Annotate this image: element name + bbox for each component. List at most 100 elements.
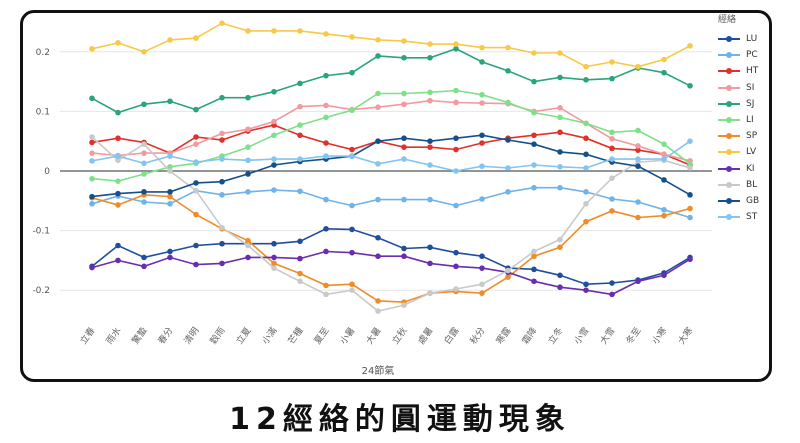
legend-item-st[interactable]: ST <box>718 209 778 225</box>
data-point <box>557 164 563 170</box>
data-point <box>167 98 173 105</box>
data-point <box>557 105 563 111</box>
data-point <box>375 196 381 203</box>
data-point <box>89 46 95 52</box>
legend-item-pc[interactable]: PC <box>718 47 778 63</box>
data-point <box>245 242 251 249</box>
data-point <box>89 158 95 164</box>
legend-item-ht[interactable]: HT <box>718 63 778 79</box>
data-point <box>427 162 433 168</box>
data-point <box>505 267 511 274</box>
data-point <box>141 189 147 195</box>
data-point <box>505 165 511 171</box>
data-point <box>89 175 95 182</box>
data-point <box>375 104 381 111</box>
data-point <box>687 165 693 171</box>
data-point <box>687 192 693 198</box>
data-point <box>583 135 589 142</box>
legend-swatch <box>718 131 740 141</box>
data-point <box>193 242 199 249</box>
data-point <box>531 109 537 116</box>
data-point <box>505 99 511 106</box>
data-point <box>557 74 563 81</box>
legend-label: GB <box>746 195 760 206</box>
data-point <box>375 161 381 167</box>
data-point <box>531 248 537 255</box>
series-ki <box>89 248 693 298</box>
data-point <box>401 144 407 150</box>
data-point <box>349 287 355 294</box>
data-point <box>89 264 95 271</box>
data-point <box>271 265 277 271</box>
legend-swatch <box>718 147 740 157</box>
data-point <box>479 196 485 202</box>
data-point <box>167 153 173 159</box>
data-point <box>635 163 641 170</box>
y-axis-ticks: -0.2 -0.1 0 0.1 0.2 <box>32 48 50 296</box>
legend-item-li[interactable]: LI <box>718 112 778 128</box>
data-point <box>583 287 589 294</box>
data-point <box>219 94 225 101</box>
data-point <box>245 144 251 150</box>
data-point <box>479 140 485 146</box>
legend-label: LU <box>746 34 758 45</box>
data-point <box>297 80 303 87</box>
data-point <box>583 281 589 288</box>
data-point <box>401 245 407 252</box>
legend-item-si[interactable]: SI <box>718 80 778 96</box>
data-point <box>687 138 693 144</box>
legend-label: LI <box>746 115 754 126</box>
data-point <box>297 132 303 139</box>
data-point <box>531 132 537 139</box>
data-point <box>583 189 589 195</box>
data-point <box>661 69 667 76</box>
data-point <box>349 69 355 76</box>
y-tick-label: 0 <box>44 167 50 177</box>
data-point <box>479 59 485 65</box>
series-gb <box>89 132 693 200</box>
x-tick-label: 立春 <box>77 325 97 347</box>
data-point <box>479 100 485 106</box>
data-point <box>245 171 251 177</box>
data-point <box>167 168 173 174</box>
data-point <box>115 257 121 264</box>
legend-item-gb[interactable]: GB <box>718 193 778 209</box>
legend-item-lu[interactable]: LU <box>718 31 778 47</box>
data-point <box>89 150 95 156</box>
legend-item-sj[interactable]: SJ <box>718 96 778 112</box>
data-point <box>375 308 381 314</box>
x-tick-label: 立秋 <box>389 325 409 347</box>
x-tick-label: 霜降 <box>519 325 539 347</box>
data-point <box>635 143 641 149</box>
data-point <box>453 202 459 209</box>
data-point <box>557 149 563 155</box>
data-point <box>271 187 277 193</box>
series-line <box>91 227 691 286</box>
data-point <box>479 91 485 98</box>
x-tick-label: 夏至 <box>312 325 331 346</box>
data-point <box>557 236 563 243</box>
legend-title: 經絡 <box>718 15 737 25</box>
data-point <box>323 153 329 159</box>
x-tick-label: 清明 <box>181 325 201 347</box>
legend-item-ki[interactable]: KI <box>718 161 778 177</box>
legend-item-bl[interactable]: BL <box>718 177 778 193</box>
data-point <box>609 291 615 298</box>
data-point <box>193 106 199 113</box>
data-point <box>349 202 355 209</box>
legend-item-lv[interactable]: LV <box>718 144 778 160</box>
legend-swatch <box>718 180 740 190</box>
data-point <box>557 114 563 121</box>
data-point <box>531 253 537 260</box>
data-point <box>453 46 459 52</box>
data-point <box>635 278 641 285</box>
data-point <box>115 40 121 46</box>
data-point <box>297 255 303 262</box>
data-point <box>89 193 95 200</box>
legend-item-sp[interactable]: SP <box>718 128 778 144</box>
data-point <box>167 164 173 170</box>
data-point <box>271 132 277 139</box>
series-line <box>91 136 691 312</box>
data-point <box>141 160 147 167</box>
data-point <box>115 135 121 142</box>
